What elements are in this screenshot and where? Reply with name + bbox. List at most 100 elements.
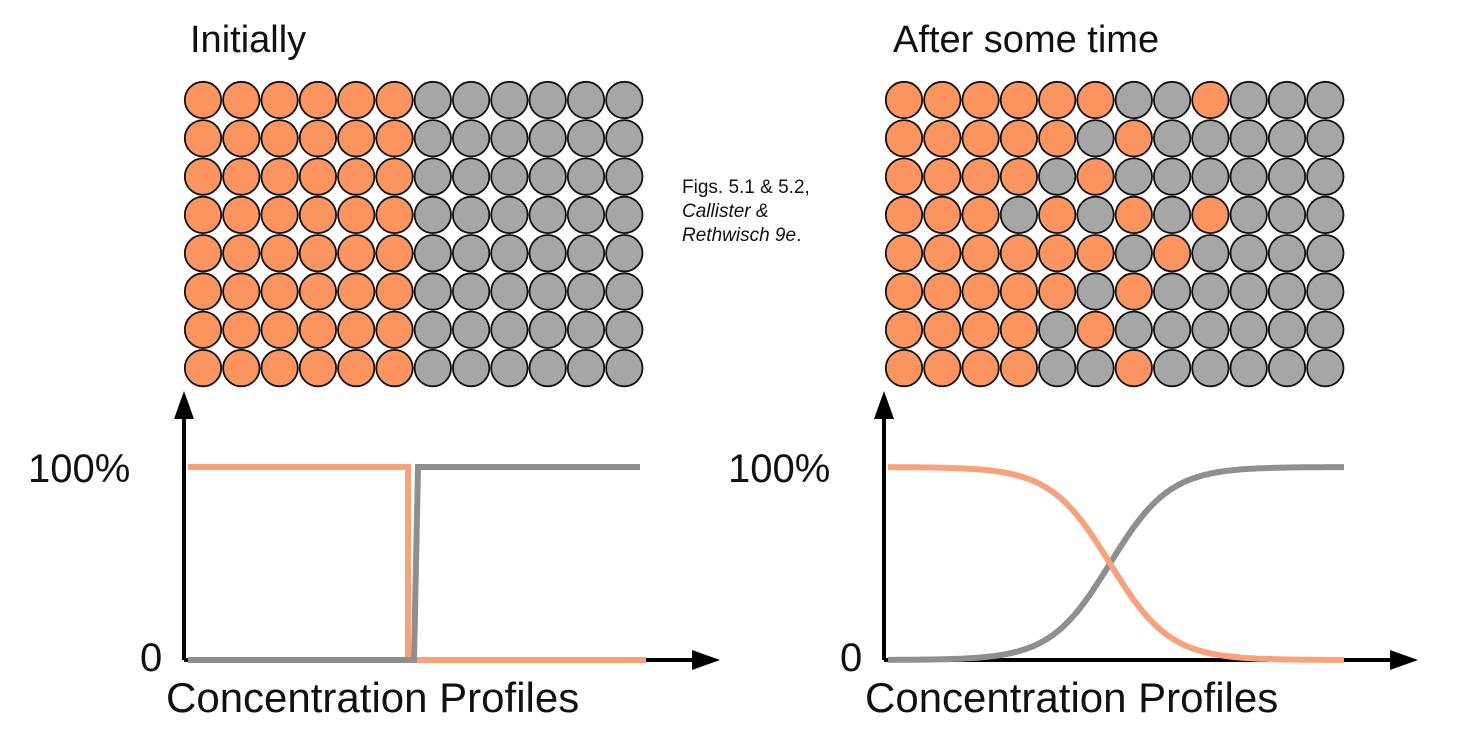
orange-atom [1191, 195, 1230, 234]
orange-atom [1076, 157, 1115, 196]
gray-atom [413, 310, 452, 349]
orange-atom [183, 272, 223, 311]
gray-atom [1076, 348, 1115, 388]
orange-atom [1153, 234, 1192, 273]
gray-atom [1114, 234, 1153, 273]
gray-atom [1038, 348, 1077, 388]
gray-atom [1229, 272, 1268, 311]
gray-atom [1153, 119, 1192, 158]
y-axis-arrow [174, 391, 194, 419]
gray-atom [1114, 310, 1153, 349]
orange-atom [961, 310, 1000, 349]
orange-atom [337, 157, 376, 196]
gray-atom [1267, 80, 1307, 120]
orange-atom [1114, 272, 1153, 311]
orange-atom [1038, 80, 1077, 120]
orange-atom [337, 195, 376, 234]
gray-atom [605, 234, 644, 273]
panel-initially: Initially 100% 0 Concentration Profiles [28, 19, 720, 721]
gray-atom [1267, 157, 1307, 196]
gray-atom [1153, 272, 1192, 311]
orange-atom [298, 195, 337, 234]
orange-atom [260, 80, 299, 120]
gray-atom [490, 272, 529, 311]
gray-atom [1153, 80, 1192, 120]
gray-atom [566, 272, 606, 311]
orange-atom [961, 348, 1000, 388]
panel-after-some-time: After some time 100% 0 Concentration Pro… [728, 19, 1418, 721]
orange-atom [260, 272, 299, 311]
gray-atom [528, 272, 567, 311]
gray-atom [1306, 80, 1345, 120]
citation-edition: Rethwisch 9e [682, 225, 797, 246]
gray-atom [528, 119, 567, 158]
gray-atom [566, 348, 606, 388]
x-axis-arrow [1390, 650, 1418, 670]
gray-atom [605, 310, 644, 349]
gray-atom [1306, 195, 1345, 234]
gray-atom [605, 195, 644, 234]
x-axis-label: Concentration Profiles [166, 674, 579, 721]
gray-atom [1267, 119, 1307, 158]
gray-atom [451, 272, 491, 311]
gray-atom [566, 80, 606, 120]
orange-atom [222, 119, 261, 158]
orange-atom [260, 119, 299, 158]
gray-atom [1306, 348, 1345, 388]
gray-atom [451, 157, 491, 196]
gray-atom [528, 348, 567, 388]
orange-atom [923, 272, 962, 311]
gray-atom [1191, 234, 1230, 273]
orange-atom [260, 157, 299, 196]
orange-atom [337, 272, 376, 311]
ytick-zero: 0 [140, 636, 162, 680]
gray-atom [605, 272, 644, 311]
gray-atom [1076, 195, 1115, 234]
orange-atom [961, 119, 1000, 158]
y-axis-arrow [874, 391, 894, 419]
gray-atom [1153, 348, 1192, 388]
gray-atom [490, 310, 529, 349]
gray-atom [1038, 310, 1077, 349]
orange-atom [884, 234, 924, 273]
gray-atom [413, 157, 452, 196]
gray-atom [1114, 80, 1153, 120]
gray-atom [1267, 195, 1307, 234]
citation-period: . [796, 225, 802, 246]
orange-atom [999, 234, 1039, 273]
gray-atom [413, 348, 452, 388]
gray-atom [1267, 310, 1307, 349]
orange-atom [375, 119, 414, 158]
orange-atom [1038, 234, 1077, 273]
gray-atom [1267, 272, 1307, 311]
gray-atom [1306, 272, 1345, 311]
orange-atom [183, 348, 223, 388]
orange-atom [961, 234, 1000, 273]
gray-atom [1038, 157, 1077, 196]
orange-concentration-line [888, 464, 1344, 663]
orange-atom [1038, 195, 1077, 234]
orange-atom [375, 348, 414, 388]
citation-line-1: Figs. 5.1 & 5.2, [682, 177, 810, 198]
orange-atom [260, 348, 299, 388]
orange-atom [260, 310, 299, 349]
gray-atom [1267, 234, 1307, 273]
gray-atom [413, 80, 452, 120]
orange-atom [375, 80, 414, 120]
gray-atom [566, 195, 606, 234]
orange-atom [298, 157, 337, 196]
gray-atom [490, 119, 529, 158]
orange-atom [999, 80, 1039, 120]
gray-atom [605, 80, 644, 120]
panel-title: Initially [190, 19, 306, 61]
gray-atom [528, 195, 567, 234]
gray-atom [1306, 119, 1345, 158]
orange-atom [298, 80, 337, 120]
gray-atom [413, 119, 452, 158]
gray-atom [490, 195, 529, 234]
gray-atom [999, 195, 1039, 234]
orange-atom [961, 272, 1000, 311]
citation-line-3: Rethwisch 9e. [682, 224, 862, 248]
orange-atom [298, 348, 337, 388]
orange-atom [923, 234, 962, 273]
